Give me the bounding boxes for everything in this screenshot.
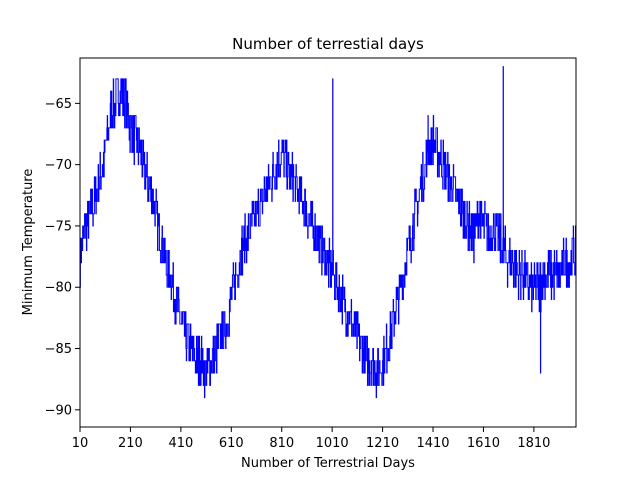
chart-title: Number of terrestial days — [232, 35, 424, 53]
y-tick-label: −85 — [45, 342, 72, 357]
x-tick-label: 1410 — [416, 436, 449, 451]
x-tick-label: 1810 — [517, 436, 550, 451]
x-tick-label: 410 — [168, 436, 193, 451]
x-tick-label: 10 — [72, 436, 89, 451]
x-axis-label: Number of Terrestrial Days — [241, 456, 415, 471]
x-tick-label: 1010 — [316, 436, 349, 451]
x-tick-label: 810 — [269, 436, 294, 451]
temperature-series-line — [80, 66, 576, 399]
y-axis-ticks: −65 −70 −75 −80 −85 −90 — [45, 97, 80, 418]
x-tick-label: 1210 — [366, 436, 399, 451]
y-tick-label: −75 — [45, 219, 72, 234]
y-tick-label: −90 — [45, 403, 72, 418]
y-tick-label: −70 — [45, 158, 72, 173]
x-tick-label: 610 — [219, 436, 244, 451]
x-tick-label: 210 — [118, 436, 143, 451]
y-axis-label: Minimum Temperature — [21, 169, 36, 316]
y-tick-label: −65 — [45, 97, 72, 112]
series-group — [80, 66, 576, 399]
y-tick-label: −80 — [45, 281, 72, 296]
plot-frame — [79, 57, 577, 428]
x-axis-ticks: 10 210 410 610 810 1010 1210 1410 1610 1810 — [72, 427, 550, 451]
x-tick-label: 1610 — [467, 436, 500, 451]
